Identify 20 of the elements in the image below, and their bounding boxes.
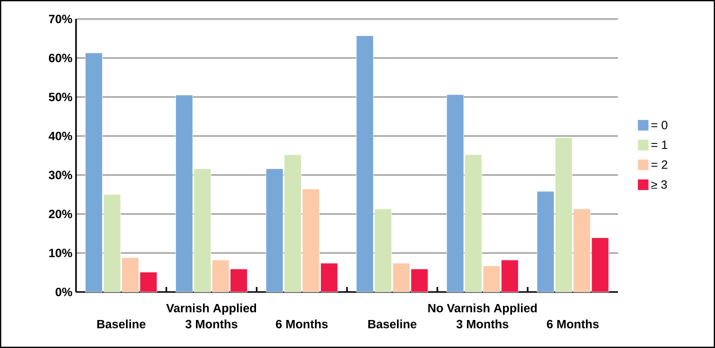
x-tick-label: 3 Months bbox=[456, 320, 508, 328]
legend-label: ≥ 3 bbox=[651, 180, 667, 189]
y-tick-label: 60% bbox=[48, 54, 72, 62]
text: No Varnish Applied bbox=[428, 304, 537, 315]
y-tick-label: 30% bbox=[48, 170, 72, 180]
x-tick-label: 6 Months bbox=[546, 320, 599, 328]
legend-label: = 2 bbox=[651, 160, 668, 169]
y-tick-label: 0% bbox=[56, 288, 72, 296]
x-tick-label: Baseline bbox=[97, 320, 146, 328]
y-tick-label: 40% bbox=[48, 132, 72, 140]
x-tick-label: Baseline bbox=[368, 320, 416, 328]
y-tick-label: 50% bbox=[48, 92, 72, 102]
legend-label: = 1 bbox=[651, 140, 668, 149]
x-tick-label: 6 Months bbox=[276, 320, 328, 328]
text: Varnish Applied bbox=[166, 304, 256, 315]
y-tick-label: 70% bbox=[48, 14, 72, 24]
y-tick-label: 10% bbox=[49, 248, 72, 258]
legend-label: = 0 bbox=[651, 120, 668, 130]
x-tick-label: 3 Months bbox=[185, 320, 238, 328]
y-tick-label: 20% bbox=[48, 210, 72, 218]
